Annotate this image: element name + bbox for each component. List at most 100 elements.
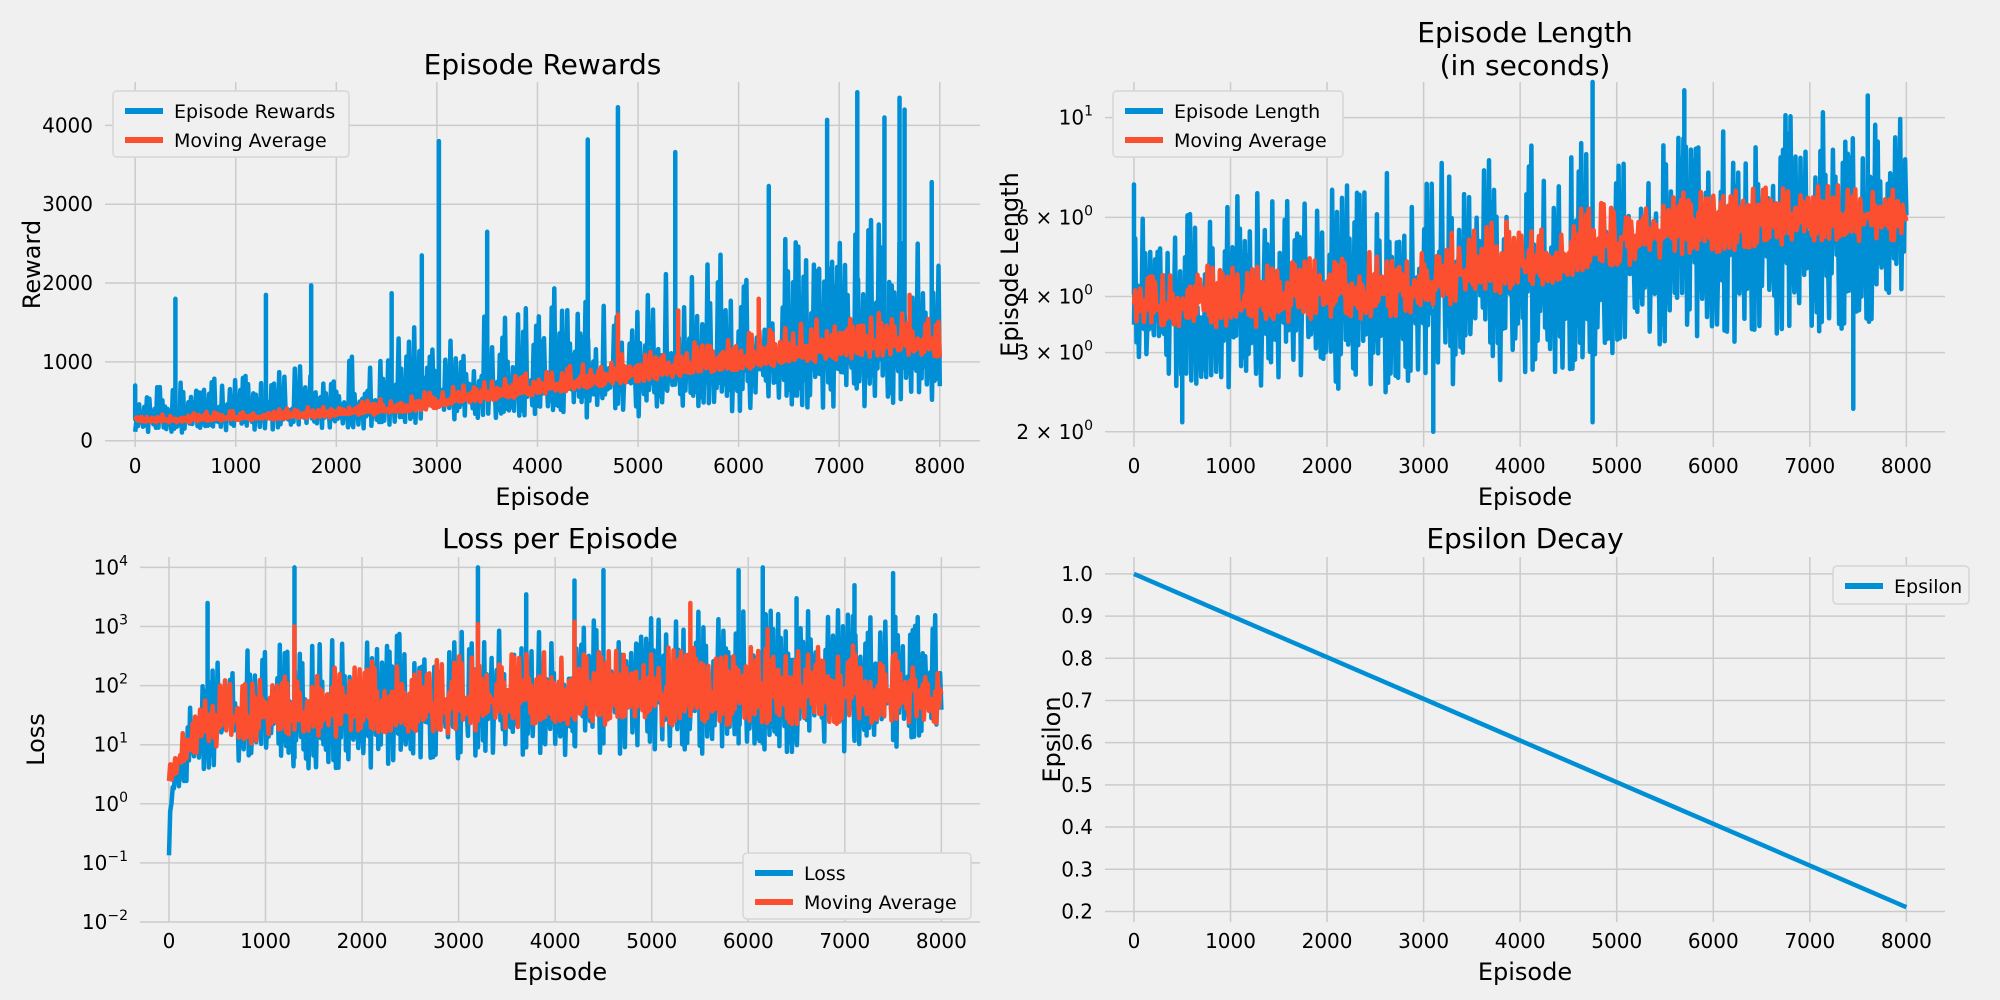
- x-axis-label: Episode: [495, 483, 589, 511]
- legend: Loss Moving Average: [742, 852, 972, 920]
- x-tick-label: 3000: [1398, 929, 1449, 953]
- chart-rewards: Episode Rewards 0 1000 2000 3000 4000 5000 6000…: [18, 48, 980, 511]
- tick-base: 3 × 10: [1016, 341, 1084, 365]
- x-tick-label: 7000: [814, 454, 865, 478]
- chart-title: Epsilon Decay: [1426, 522, 1623, 555]
- chart-length: Episode Length(in seconds)0 1000 2000 3000 4…: [996, 16, 1945, 511]
- legend: Episode Rewards Moving Average: [112, 90, 350, 158]
- tick-base: 10: [94, 555, 119, 579]
- tick-base: 10: [94, 733, 119, 757]
- x-tick-label: 5000: [1591, 454, 1642, 478]
- legend-label: Loss: [804, 863, 846, 885]
- y-tick-label: 101: [94, 731, 128, 757]
- x-axis-label: Episode: [1478, 958, 1572, 986]
- chart-subtitle: (in seconds): [1440, 49, 1611, 82]
- tick-base: 6 × 10: [1016, 205, 1084, 229]
- legend-box: [1112, 90, 1344, 158]
- x-tick-label: 6000: [713, 454, 764, 478]
- tick-base: 4 × 10: [1016, 284, 1084, 308]
- x-tick-label: 5000: [1591, 929, 1642, 953]
- x-tick-label: 7000: [1784, 454, 1835, 478]
- y-tick-label: 1.0: [1061, 562, 1093, 586]
- y-tick-label: 0.9: [1061, 604, 1093, 628]
- y-tick-label: 2 × 100: [1016, 418, 1093, 444]
- tick-exponent: −2: [107, 908, 128, 924]
- x-tick-label: 4000: [530, 929, 581, 953]
- y-tick-label: 3000: [42, 192, 93, 216]
- x-axis-label: Episode: [513, 958, 607, 986]
- tick-exponent: −1: [107, 849, 128, 865]
- tick-base: 10: [94, 792, 119, 816]
- legend: Episode Length Moving Average: [1112, 90, 1344, 158]
- series-line-1: [166, 643, 944, 782]
- x-tick-label: 5000: [613, 454, 664, 478]
- y-tick-label: 0.7: [1061, 688, 1093, 712]
- x-tick-label: 1000: [1205, 454, 1256, 478]
- tick-exponent: 4: [119, 553, 128, 569]
- y-tick-label: 100: [94, 790, 128, 816]
- x-tick-label: 8000: [1881, 929, 1932, 953]
- x-tick-label: 0: [129, 454, 142, 478]
- y-tick-label: 102: [94, 672, 128, 698]
- y-tick-label: 2000: [42, 271, 93, 295]
- tick-exponent: 0: [1084, 203, 1093, 219]
- x-tick-label: 7000: [1784, 929, 1835, 953]
- y-tick-label: 0.3: [1061, 857, 1093, 881]
- tick-base: 2 × 10: [1016, 420, 1084, 444]
- y-tick-label: 0.8: [1061, 646, 1093, 670]
- x-tick-label: 6000: [723, 929, 774, 953]
- tick-base: 10: [1059, 106, 1084, 130]
- y-tick-label: 0: [80, 429, 93, 453]
- chart-title: Loss per Episode: [442, 522, 678, 555]
- series-line-1: [1131, 183, 1909, 330]
- x-tick-label: 1000: [1205, 929, 1256, 953]
- x-tick-label: 4000: [512, 454, 563, 478]
- y-tick-label: 1000: [42, 350, 93, 374]
- y-axis-label: Episode Length: [996, 172, 1024, 357]
- chart-title: Episode Rewards: [424, 48, 662, 81]
- x-tick-label: 4000: [1495, 454, 1546, 478]
- series-line-0: [1133, 571, 1908, 910]
- y-tick-label: 101: [1059, 104, 1093, 130]
- legend-label: Moving Average: [1174, 130, 1327, 152]
- y-tick-label: 104: [94, 553, 128, 579]
- chart-epsilon: Epsilon Decay 0 1000 2000 3000 4000 5000 6000 70…: [1038, 522, 1970, 986]
- series-line-0: [132, 217, 943, 435]
- y-tick-label: 10−2: [82, 908, 128, 934]
- tick-exponent: 0: [1084, 339, 1093, 355]
- legend-label: Moving Average: [804, 892, 957, 914]
- x-axis-label: Episode: [1478, 483, 1572, 511]
- legend-box: [112, 90, 350, 158]
- tick-exponent: 2: [119, 672, 128, 688]
- x-tick-label: 6000: [1688, 929, 1739, 953]
- x-tick-label: 8000: [1881, 454, 1932, 478]
- y-axis-label: Epsilon: [1038, 696, 1066, 782]
- legend-label: Episode Length: [1174, 101, 1320, 123]
- legend-box: [1832, 565, 1970, 605]
- x-tick-label: 5000: [626, 929, 677, 953]
- x-tick-label: 0: [1128, 929, 1141, 953]
- legend-label: Epsilon: [1894, 576, 1962, 598]
- tick-exponent: 0: [1084, 282, 1093, 298]
- y-tick-label: 0.5: [1061, 773, 1093, 797]
- tick-exponent: 1: [1084, 104, 1093, 120]
- tick-exponent: 0: [1084, 418, 1093, 434]
- legend-box: [742, 852, 972, 920]
- x-tick-label: 3000: [411, 454, 462, 478]
- x-tick-label: 3000: [1398, 454, 1449, 478]
- tick-exponent: 0: [119, 790, 128, 806]
- y-tick-label: 4000: [42, 113, 93, 137]
- x-tick-label: 1000: [210, 454, 261, 478]
- x-tick-label: 8000: [916, 929, 967, 953]
- x-tick-label: 8000: [914, 454, 965, 478]
- y-tick-label: 0.4: [1061, 815, 1093, 839]
- x-tick-label: 2000: [337, 929, 388, 953]
- tick-base: 10: [94, 674, 119, 698]
- series-line-1: [133, 310, 943, 425]
- y-axis-label: Loss: [22, 713, 50, 766]
- tick-base: 10: [82, 910, 107, 934]
- y-tick-label: 0.6: [1061, 731, 1093, 755]
- x-tick-label: 4000: [1495, 929, 1546, 953]
- x-tick-label: 2000: [311, 454, 362, 478]
